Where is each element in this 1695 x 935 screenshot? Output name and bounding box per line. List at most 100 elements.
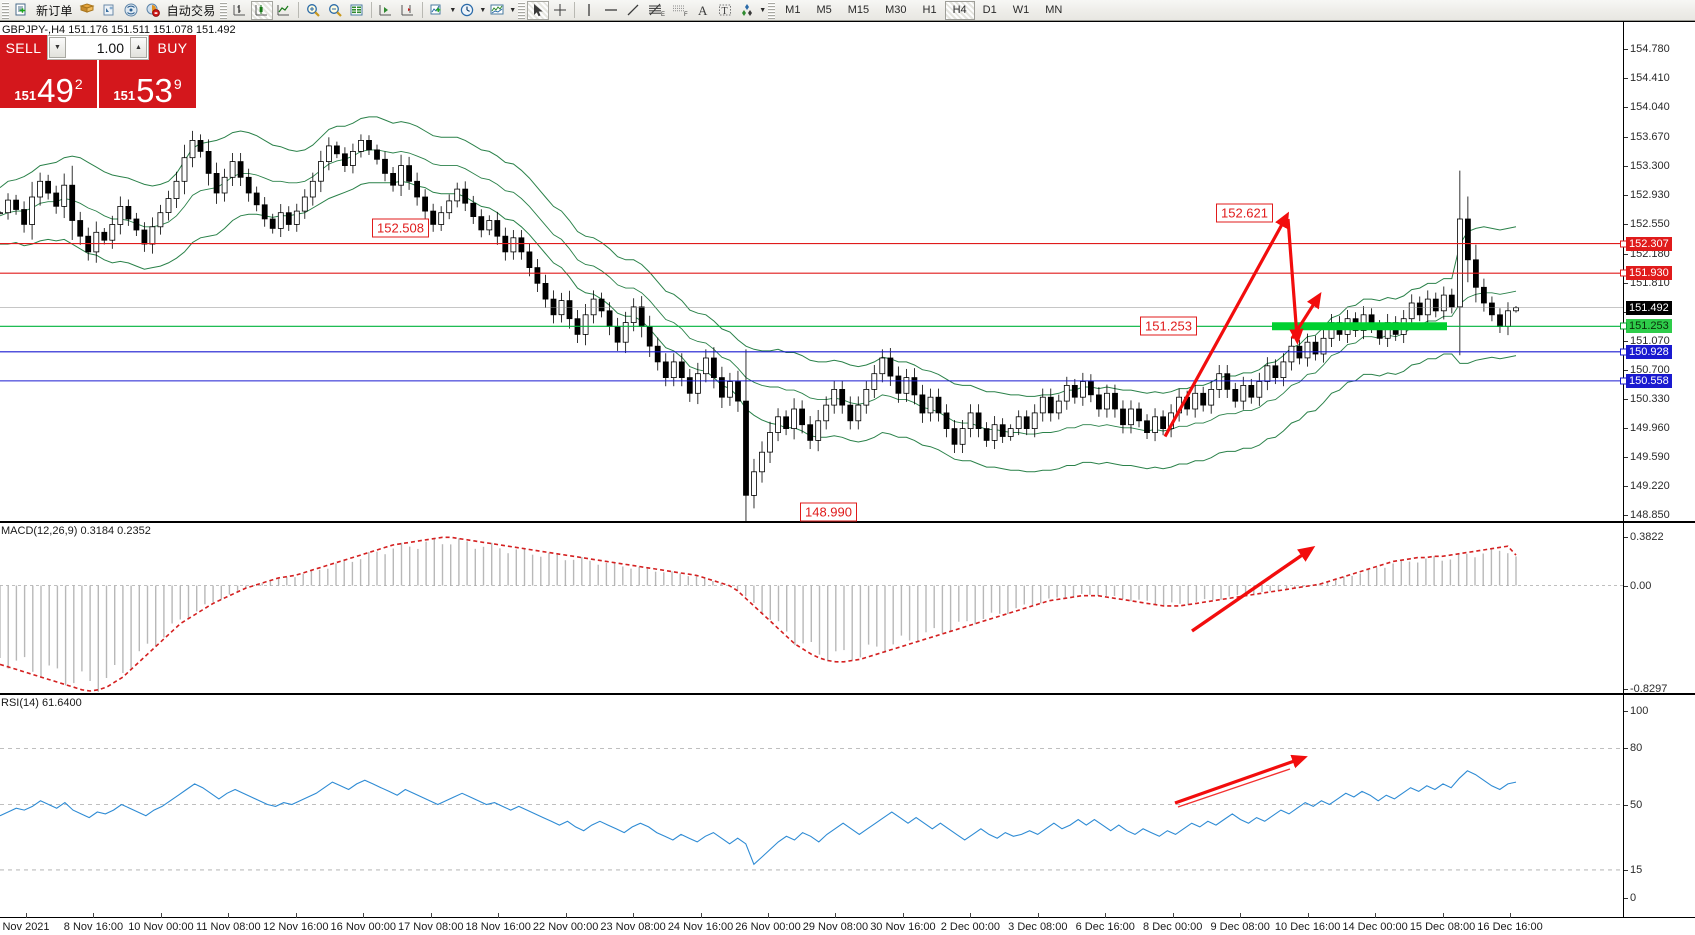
axis-tick	[1624, 515, 1628, 516]
price-level-badge[interactable]: 151.492	[1626, 300, 1672, 315]
fibonacci-channel-icon[interactable]: F	[668, 1, 692, 20]
main-price-pane[interactable]: 154.780 154.410 154.040 153.670 153.300 152.9…	[0, 22, 1695, 522]
cursor-icon[interactable]	[527, 0, 550, 20]
timeframe-m1[interactable]: M1	[785, 4, 801, 16]
fibonacci-icon[interactable]: E	[644, 1, 668, 20]
shapes-icon[interactable]	[736, 1, 758, 20]
rsi-pane[interactable]: RSI(14) 61.6400 100 80 50 15 0	[0, 693, 1695, 918]
timeframe-w1[interactable]: W1	[1012, 4, 1030, 16]
timeframe-h4[interactable]: H4	[944, 0, 975, 20]
macd-pane[interactable]: MACD(12,26,9) 0.3184 0.2352 0.3822 0.00 -0…	[0, 521, 1695, 695]
candlestick-chart-icon[interactable]	[251, 0, 274, 20]
price-annotation[interactable]: 152.508	[372, 218, 429, 238]
templates-chevron-down-icon[interactable]: ▼	[509, 6, 517, 14]
price-axis-label: 152.930	[1630, 188, 1670, 201]
chart-window[interactable]: GBPJPY-,H4 151.176 151.511 151.078 151.4…	[0, 21, 1695, 935]
timeframe-h1[interactable]: H1	[922, 4, 937, 16]
volume-up-button[interactable]: ▲	[130, 37, 147, 58]
time-axis[interactable]: Nov 2021 8 Nov 16:00 10 Nov 00:00 11 Nov 08…	[0, 913, 1695, 935]
time-tick	[768, 913, 769, 918]
toolbar-separator-1	[298, 2, 300, 18]
line-chart-icon[interactable]	[273, 1, 295, 20]
auto-scroll-icon[interactable]	[375, 1, 397, 20]
timeframe-d1[interactable]: D1	[982, 4, 997, 16]
buy-button[interactable]: BUY	[149, 35, 196, 60]
macd-axis[interactable]: 0.3822 0.00 -0.8297	[1623, 523, 1695, 695]
price-level-badge[interactable]: 150.558	[1626, 373, 1672, 388]
time-axis-label: 3 Dec 08:00	[1008, 921, 1068, 933]
expert-advisor-icon[interactable]	[142, 1, 164, 20]
price-level-handle[interactable]	[1620, 377, 1627, 385]
time-tick	[970, 913, 972, 918]
time-axis-label: 14 Dec 00:00	[1342, 921, 1408, 933]
time-axis-label: 22 Nov 00:00	[532, 921, 599, 933]
volume-stepper[interactable]: ▼ 1.00 ▲	[47, 35, 149, 60]
vertical-line-icon[interactable]	[578, 1, 600, 20]
time-tick	[1240, 913, 1242, 918]
rsi-axis[interactable]: 100 80 50 15 0	[1623, 695, 1695, 918]
toolbar-grip-3[interactable]	[518, 1, 526, 19]
templates-icon[interactable]	[486, 1, 508, 20]
book-icon[interactable]	[76, 1, 98, 20]
new-order-icon[interactable]	[11, 1, 33, 20]
time-tick	[1307, 913, 1309, 918]
volume-down-button[interactable]: ▼	[49, 37, 66, 58]
price-level-badge[interactable]: 151.253	[1626, 319, 1672, 334]
price-level-handle[interactable]	[1620, 348, 1627, 356]
horizontal-line-icon[interactable]	[600, 1, 622, 20]
time-axis-label: 18 Nov 16:00	[465, 921, 531, 933]
auto-trading-label[interactable]: 自动交易	[166, 3, 216, 18]
broadcast-icon[interactable]	[120, 1, 142, 20]
zoom-out-icon[interactable]	[324, 1, 346, 20]
zoom-in-icon[interactable]	[302, 1, 324, 20]
macd-drawings[interactable]	[0, 523, 1623, 695]
time-tick	[1105, 913, 1107, 918]
rsi-axis-label: 50	[1630, 798, 1643, 811]
toolbar-grip-4[interactable]	[768, 1, 776, 19]
bar-chart-icon[interactable]	[229, 1, 251, 20]
indicators-icon[interactable]	[426, 1, 448, 20]
axis-tick	[1624, 804, 1628, 806]
crosshair-icon[interactable]	[549, 1, 571, 20]
price-axis-label: 154.780	[1630, 43, 1670, 56]
text-label-icon[interactable]: T	[714, 1, 736, 20]
price-level-badge[interactable]: 151.930	[1626, 266, 1672, 281]
toolbar-grip-2[interactable]	[220, 1, 228, 19]
indicators-chevron-down-icon[interactable]: ▼	[449, 6, 457, 14]
print-preview-icon[interactable]	[98, 1, 120, 20]
price-annotation[interactable]: 152.621	[1216, 203, 1273, 223]
data-window-icon[interactable]	[346, 1, 368, 20]
timeframe-m5[interactable]: M5	[816, 4, 832, 16]
price-axis[interactable]: 154.780 154.410 154.040 153.670 153.300 152.9…	[1620, 22, 1695, 521]
text-icon[interactable]: A	[692, 1, 714, 20]
buy-price-display[interactable]: 151 53 9	[99, 60, 196, 108]
timeframe-mn[interactable]: MN	[1045, 4, 1063, 16]
period-icon[interactable]	[456, 1, 478, 20]
time-tick	[700, 913, 702, 918]
time-axis-label: 17 Nov 08:00	[398, 921, 464, 933]
shapes-chevron-down-icon[interactable]: ▼	[759, 6, 767, 14]
price-level-badge[interactable]: 152.307	[1626, 236, 1672, 251]
price-annotation[interactable]: 151.253	[1140, 316, 1197, 336]
trendline-icon[interactable]	[622, 1, 644, 20]
rsi-drawings[interactable]	[0, 695, 1623, 920]
price-level-handle[interactable]	[1620, 269, 1627, 277]
chart-shift-icon[interactable]	[397, 1, 419, 20]
price-level-badge[interactable]: 150.928	[1626, 344, 1672, 359]
timeframe-m15[interactable]: M15	[847, 4, 870, 16]
price-annotation[interactable]: 148.990	[800, 502, 857, 522]
price-level-handle[interactable]	[1620, 322, 1627, 330]
price-axis-label: 148.850	[1630, 509, 1670, 521]
sell-price-display[interactable]: 151 49 2	[0, 60, 97, 108]
toolbar-separator-4	[574, 2, 576, 18]
volume-input[interactable]: 1.00	[96, 39, 124, 56]
new-order-label[interactable]: 新订单	[36, 3, 73, 18]
timeframe-m30[interactable]: M30	[885, 4, 907, 16]
price-level-handle[interactable]	[1620, 240, 1627, 248]
period-chevron-down-icon[interactable]: ▼	[479, 6, 487, 14]
time-tick	[363, 913, 365, 918]
one-click-trading-panel[interactable]: SELL ▼ 1.00 ▲ BUY 151 49 2 151 53 9	[0, 35, 196, 108]
price-drawings[interactable]	[0, 22, 1623, 521]
sell-button[interactable]: SELL	[0, 35, 47, 60]
toolbar-grip[interactable]	[2, 1, 9, 19]
